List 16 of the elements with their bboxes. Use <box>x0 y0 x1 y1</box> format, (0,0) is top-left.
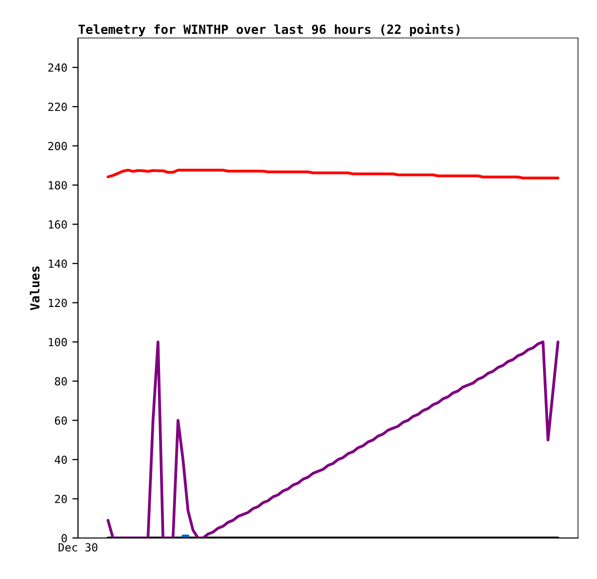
y-tick-label: 120 <box>48 298 67 308</box>
y-tick-label: 40 <box>54 456 67 464</box>
y-tick-label: 240 <box>48 63 67 72</box>
y-tick-label: 220 <box>48 102 67 112</box>
y-tick-label: 200 <box>48 142 67 150</box>
y-axis-title: Values <box>30 266 40 310</box>
y-tick-label: 160 <box>48 220 67 229</box>
y-tick-label: 140 <box>48 259 67 268</box>
y-tick-label: 0 <box>62 534 67 542</box>
y-tick-label: 60 <box>54 416 67 425</box>
y-tick-label: 180 <box>48 181 67 190</box>
x-tick-label: Dec 30 <box>58 543 98 552</box>
y-tick-label: 20 <box>55 494 67 504</box>
y-tick-label: 80 <box>54 377 67 386</box>
y-tick-label: 100 <box>48 338 67 346</box>
chart-title: Telemetry for WINTHP over last 96 hours (22 points) <box>78 24 460 36</box>
